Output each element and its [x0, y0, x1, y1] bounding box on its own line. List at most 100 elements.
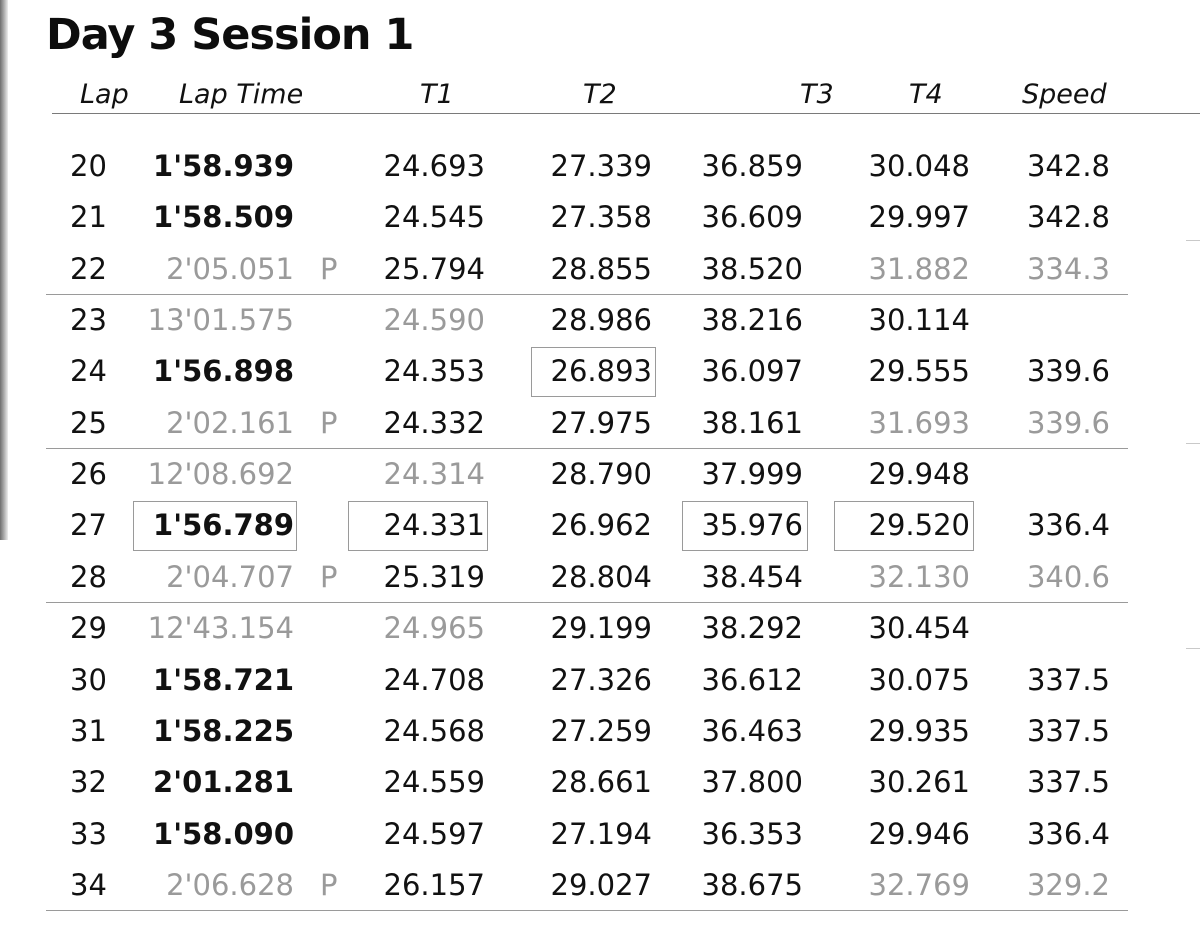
t1-cell: 24.590 [383, 303, 485, 338]
t2-cell: 28.855 [550, 251, 652, 286]
header-t4: T4 [909, 79, 943, 110]
best-time-highlight-box [133, 501, 297, 551]
speed-cell: 342.8 [1026, 149, 1110, 183]
lap-time-cell: 1'58.721 [153, 662, 294, 697]
t1-cell: 25.319 [383, 559, 485, 594]
t4-cell: 29.946 [868, 816, 970, 851]
table-row: 31 1'58.225 24.568 27.259 36.463 29.935 337.5 [0, 706, 1200, 757]
lap-cell: 32 [70, 765, 107, 800]
t2-cell: 29.199 [550, 611, 652, 646]
best-time-highlight-box [834, 501, 974, 551]
t1-cell: 24.708 [383, 662, 485, 697]
t3-cell: 38.520 [701, 251, 803, 286]
table-row: 25 2'02.161 P 24.332 27.975 38.161 31.693 339.6 [0, 398, 1200, 449]
group-separator [46, 602, 1128, 603]
table-row: 20 1'58.939 24.693 27.339 36.859 30.048 342.8 [0, 141, 1200, 192]
t4-cell: 30.261 [868, 765, 970, 800]
t4-cell: 29.997 [868, 200, 970, 235]
lap-cell: 30 [70, 662, 107, 697]
table-row: 28 2'04.707 P 25.319 28.804 38.454 32.130 340.6 [0, 552, 1200, 603]
t2-cell: 27.259 [550, 713, 652, 748]
header-t3: T3 [800, 79, 834, 110]
table-row: 30 1'58.721 24.708 27.326 36.612 30.075 337.5 [0, 655, 1200, 706]
lap-cell: 34 [70, 867, 107, 902]
t3-cell: 36.463 [701, 713, 803, 748]
t2-cell: 27.194 [550, 816, 652, 851]
t1-cell: 24.331 [383, 508, 485, 543]
lap-cell: 27 [70, 508, 107, 543]
speed-cell: 339.6 [1026, 354, 1110, 389]
t4-cell: 31.882 [868, 251, 970, 286]
t1-cell: 26.157 [383, 867, 485, 902]
t1-cell: 24.568 [383, 713, 485, 748]
t2-cell: 27.326 [550, 662, 652, 697]
lap-time-cell: 1'56.898 [153, 354, 294, 389]
lap-time-cell: 2'05.051 [166, 251, 294, 286]
lap-cell: 25 [70, 405, 107, 440]
header-lap: Lap [80, 79, 129, 110]
t4-cell: 29.935 [868, 713, 970, 748]
t4-cell: 29.948 [868, 457, 970, 492]
window-left-edge [0, 0, 8, 540]
t1-cell: 24.545 [383, 200, 485, 235]
table-row: 21 1'58.509 24.545 27.358 36.609 29.997 342.8 [0, 192, 1200, 243]
table-row: 23 13'01.575 24.590 28.986 38.216 30.114 [0, 295, 1200, 346]
page-title: Day 3 Session 1 [46, 10, 414, 60]
lap-cell: 29 [70, 611, 107, 646]
t4-cell: 32.130 [868, 559, 970, 594]
lap-cell: 26 [70, 457, 107, 492]
group-separator [46, 910, 1128, 911]
t2-cell: 26.962 [550, 508, 652, 543]
pit-cell: P [320, 251, 338, 286]
speed-cell: 339.6 [1026, 405, 1110, 440]
t3-cell: 38.161 [701, 405, 803, 440]
lap-time-cell: 2'02.161 [166, 405, 294, 440]
lap-time-cell: 12'43.154 [147, 611, 294, 646]
header-divider [52, 113, 1200, 114]
lap-cell: 31 [70, 713, 107, 748]
lap-time-cell: 12'08.692 [147, 457, 294, 492]
lap-time-cell: 1'56.789 [153, 508, 294, 543]
best-time-highlight-box [682, 501, 808, 551]
lap-cell: 23 [70, 303, 107, 338]
header-t1: T1 [420, 79, 454, 110]
table-header: Lap Lap Time T1 T2 T3 T4 Speed [0, 79, 1200, 115]
t4-cell: 31.693 [868, 405, 970, 440]
t3-cell: 37.800 [701, 765, 803, 800]
t3-cell: 38.454 [701, 559, 803, 594]
t2-cell: 27.975 [550, 405, 652, 440]
t1-cell: 24.559 [383, 765, 485, 800]
right-edge-tick [1186, 443, 1200, 444]
lap-time-cell: 1'58.225 [153, 713, 294, 748]
t1-cell: 24.597 [383, 816, 485, 851]
header-t2: T2 [583, 79, 617, 110]
t3-cell: 37.999 [701, 457, 803, 492]
t2-cell: 27.339 [550, 149, 652, 183]
table-row: 26 12'08.692 24.314 28.790 37.999 29.948 [0, 449, 1200, 500]
lap-time-cell: 2'01.281 [153, 765, 294, 800]
lap-time-cell: 1'58.090 [153, 816, 294, 851]
table-row: 34 2'06.628 P 26.157 29.027 38.675 32.769 329.2 [0, 860, 1200, 911]
t4-cell: 30.454 [868, 611, 970, 646]
table-row: 27 1'56.789 24.331 26.962 35.976 29.520 336.4 [0, 500, 1200, 551]
speed-cell: 336.4 [1026, 508, 1110, 543]
lap-cell: 20 [70, 149, 107, 183]
speed-cell: 340.6 [1026, 559, 1110, 594]
t4-cell: 29.520 [868, 508, 970, 543]
lap-time-cell: 1'58.509 [153, 200, 294, 235]
t1-cell: 24.332 [383, 405, 485, 440]
t3-cell: 38.675 [701, 867, 803, 902]
t1-cell: 24.353 [383, 354, 485, 389]
t4-cell: 30.048 [868, 149, 970, 183]
t4-cell: 30.075 [868, 662, 970, 697]
group-separator [46, 448, 1128, 449]
t2-cell: 29.027 [550, 867, 652, 902]
t4-cell: 32.769 [868, 867, 970, 902]
t3-cell: 38.216 [701, 303, 803, 338]
lap-cell: 21 [70, 200, 107, 235]
speed-cell: 337.5 [1026, 713, 1110, 748]
t3-cell: 36.612 [701, 662, 803, 697]
t3-cell: 36.859 [701, 149, 803, 183]
table-row: 32 2'01.281 24.559 28.661 37.800 30.261 337.5 [0, 757, 1200, 808]
pit-cell: P [320, 867, 338, 902]
